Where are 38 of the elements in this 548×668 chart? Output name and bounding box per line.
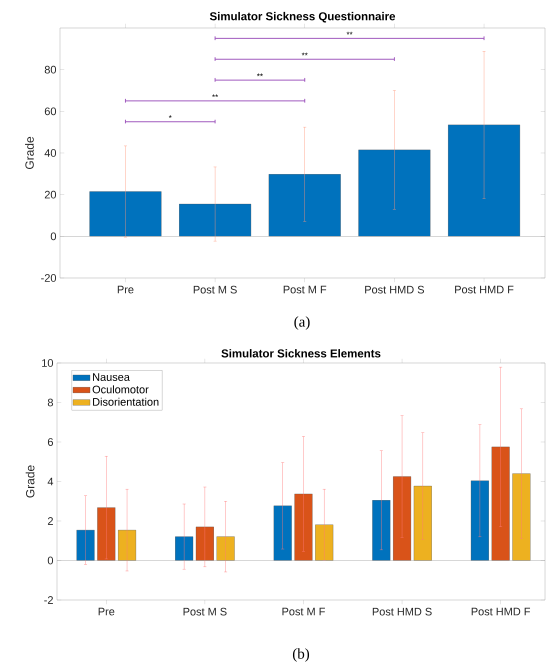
legend-label: Disorientation [93,398,158,406]
legend-label: Oculomotor [92,385,149,394]
y-tick-label: 40 [44,149,56,157]
x-tick-label: Post M S [194,286,237,294]
bar [196,526,214,561]
x-tick-label: Post HMD F [455,286,514,294]
y-tick-label: 0 [50,232,56,240]
y-tick-label: 0 [48,556,54,564]
x-tick-label: Post M F [284,286,326,294]
y-tick-label: -20 [41,274,56,282]
x-tick-label: Pre [118,286,134,294]
bar [76,530,95,561]
y-axis-title: Grade [25,136,34,170]
bar [175,536,194,561]
x-tick-label: Post HMD S [365,286,424,294]
text: (b) [292,648,310,662]
y-tick-label: 20 [44,190,56,199]
chart-title: Simulator Sickness Questionnaire [210,12,396,22]
y-tick-label: 6 [48,438,53,446]
bar [216,536,235,561]
y-axis-title: Grade [26,465,34,498]
y-tick-label: 8 [48,398,53,406]
y-tick-label: 10 [42,359,54,367]
y-tick-label: -2 [44,596,53,604]
y-tick-label: 4 [48,478,54,486]
bar [118,530,136,561]
x-tick-label: Pre [98,608,114,616]
x-tick-label: Post HMD F [472,608,530,616]
y-tick-label: 60 [44,107,56,116]
y-tick-label: 2 [48,517,53,525]
x-tick-label: Post M F [282,608,325,616]
bar [179,204,252,236]
legend-label: Nausea [93,373,130,381]
x-tick-label: Post HMD S [372,608,432,616]
y-tick-label: 80 [44,66,56,74]
x-tick-label: Post M S [184,608,227,616]
text: (a) [294,316,310,330]
chart-title: Simulator Sickness Elements [221,349,380,358]
